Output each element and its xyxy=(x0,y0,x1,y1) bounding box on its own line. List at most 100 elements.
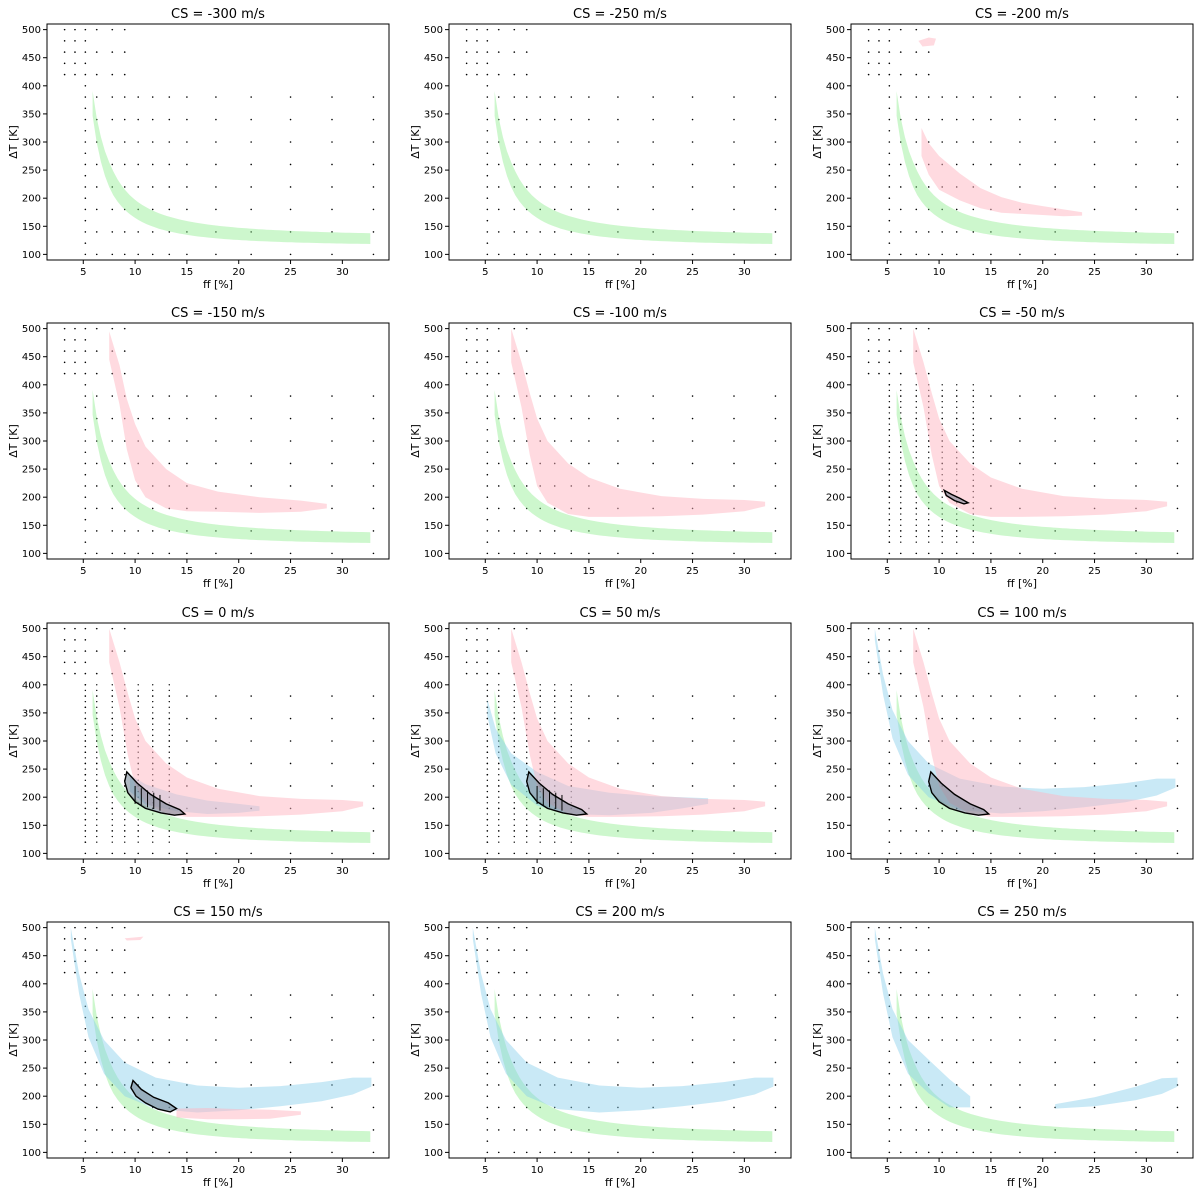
sample-dot xyxy=(1093,1084,1096,1086)
sample-dot xyxy=(1135,1084,1137,1086)
y-tick-label: 100 xyxy=(826,250,845,261)
y-tick-label: 250 xyxy=(826,166,845,177)
y-tick-label: 500 xyxy=(22,923,41,934)
sample-dot xyxy=(372,807,375,810)
sample-dot xyxy=(513,186,516,188)
sample-dot xyxy=(372,1129,375,1131)
sample-dot xyxy=(96,813,98,815)
sample-dot xyxy=(652,141,654,143)
sample-dot xyxy=(554,824,556,826)
sample-dot xyxy=(486,740,489,742)
sample-dot xyxy=(111,28,114,31)
x-tick-label: 25 xyxy=(686,866,699,877)
sample-dot xyxy=(168,440,171,442)
sample-dot xyxy=(888,1117,891,1120)
sample-dot xyxy=(289,852,292,855)
sample-dot xyxy=(972,423,974,425)
sample-dot xyxy=(554,813,556,815)
sample-dot xyxy=(497,926,500,929)
plot-area xyxy=(465,627,777,855)
sample-dot xyxy=(990,552,992,555)
sample-dot xyxy=(972,1129,975,1131)
sample-dot xyxy=(733,1084,735,1086)
sample-dot xyxy=(111,627,114,630)
sample-dot xyxy=(111,807,113,810)
sample-dot xyxy=(372,830,375,832)
sample-dot xyxy=(289,830,292,832)
y-tick-label: 350 xyxy=(826,109,845,120)
sample-dot xyxy=(553,1106,556,1109)
sample-dot xyxy=(888,1027,891,1030)
sample-dot xyxy=(553,186,556,188)
sample-dot xyxy=(95,28,98,31)
sample-dot xyxy=(186,141,188,143)
sample-dot xyxy=(84,384,87,386)
sample-dot xyxy=(137,841,139,843)
sample-dot xyxy=(289,395,292,397)
sample-dot xyxy=(168,417,171,420)
sample-dot xyxy=(867,627,870,630)
sample-dot xyxy=(486,1106,489,1109)
x-axis-label: ff [%] xyxy=(203,1176,233,1189)
sample-dot xyxy=(553,118,556,121)
sample-dot xyxy=(486,639,489,641)
x-tick-label: 15 xyxy=(985,866,998,877)
sample-dot xyxy=(476,62,478,65)
sample-dot xyxy=(250,253,252,256)
sample-dot xyxy=(539,96,541,98)
x-tick-label: 15 xyxy=(985,267,998,278)
sample-dot xyxy=(96,841,98,843)
sample-dot xyxy=(900,412,902,414)
y-tick-label: 100 xyxy=(424,549,443,560)
sample-dot xyxy=(215,552,217,555)
sample-dot xyxy=(1054,740,1056,742)
sample-dot xyxy=(652,530,654,532)
sample-dot xyxy=(525,926,528,929)
sample-dot xyxy=(331,1084,333,1086)
sample-dot xyxy=(96,785,98,787)
sample-dot xyxy=(927,1061,930,1064)
sample-dot xyxy=(168,186,171,188)
sample-dot xyxy=(955,1039,958,1041)
sample-dot xyxy=(570,1016,573,1019)
sample-dot xyxy=(215,830,217,832)
sample-dot xyxy=(867,51,870,53)
x-tick-label: 15 xyxy=(181,267,194,278)
sample-dot xyxy=(570,762,572,765)
sample-dot xyxy=(289,118,292,121)
sample-dot xyxy=(915,807,918,810)
sample-dot xyxy=(972,1016,975,1019)
sample-dot xyxy=(867,28,870,31)
sample-dot xyxy=(525,28,528,31)
sample-dot xyxy=(539,712,541,714)
y-tick-label: 300 xyxy=(22,437,41,448)
x-tick-label: 15 xyxy=(181,566,194,577)
sample-dot xyxy=(486,695,489,697)
panel-title: CS = -50 m/s xyxy=(979,306,1065,321)
sample-dot xyxy=(486,949,489,951)
sample-dot xyxy=(867,650,870,652)
sample-dot xyxy=(1093,462,1096,465)
sample-dot xyxy=(617,830,619,832)
sample-dot xyxy=(570,552,573,555)
sample-dot xyxy=(588,852,590,855)
sample-dot xyxy=(1176,417,1179,420)
sample-dot xyxy=(486,818,489,821)
sample-dot xyxy=(486,994,489,996)
sample-dot xyxy=(84,406,87,409)
x-axis-label: ff [%] xyxy=(203,278,233,291)
sample-dot xyxy=(476,960,478,963)
y-tick-label: 450 xyxy=(22,53,41,64)
y-tick-label: 150 xyxy=(22,821,41,832)
plot-area xyxy=(465,926,777,1154)
sample-dot xyxy=(956,513,958,515)
sample-dot xyxy=(486,51,489,53)
sample-dot xyxy=(915,552,918,555)
y-tick-label: 500 xyxy=(22,25,41,36)
sample-dot xyxy=(990,395,992,397)
sample-dot xyxy=(1093,186,1096,188)
sample-dot xyxy=(941,518,943,521)
sample-dot xyxy=(990,186,992,188)
sample-dot xyxy=(691,118,694,121)
x-tick-label: 5 xyxy=(482,566,488,577)
